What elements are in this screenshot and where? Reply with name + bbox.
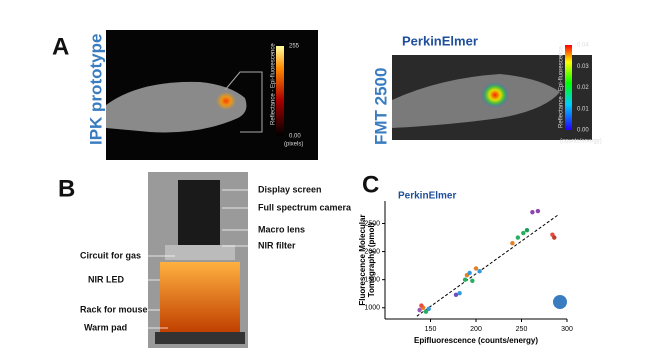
trendline bbox=[416, 214, 559, 317]
x-tick-label: 250 bbox=[516, 326, 528, 333]
annotation: Macro lens bbox=[258, 224, 305, 234]
colorbar-label: 0.01 bbox=[577, 106, 589, 112]
point bbox=[530, 210, 535, 215]
point bbox=[457, 290, 462, 296]
annotation: NIR filter bbox=[258, 240, 296, 250]
y-axis-label: Fluorescence Molecular bbox=[358, 214, 367, 305]
colorbar-label: 0.00 bbox=[289, 134, 301, 140]
y-tick-label: 1500 bbox=[364, 277, 380, 284]
panel-title: IPK prototype bbox=[86, 34, 105, 145]
y-tick-label: 1000 bbox=[364, 305, 380, 312]
colorbar-unit: (counts/energy) bbox=[560, 139, 602, 145]
logo: PerkinElmer bbox=[398, 191, 456, 202]
outline bbox=[224, 71, 263, 133]
annotation: NIR LED bbox=[88, 274, 125, 284]
y-tick-label: 2500 bbox=[364, 220, 380, 227]
logo: PerkinElmer bbox=[402, 33, 478, 48]
x-tick-label: 150 bbox=[425, 326, 437, 333]
panel-label: C bbox=[362, 171, 379, 198]
y-tick-label: 2000 bbox=[364, 248, 380, 255]
panel-label: A bbox=[52, 33, 69, 60]
signal bbox=[216, 92, 236, 110]
logo bbox=[553, 295, 567, 309]
point bbox=[419, 303, 424, 308]
annotation: Display screen bbox=[258, 184, 322, 194]
point bbox=[524, 228, 530, 233]
point bbox=[477, 269, 482, 274]
colorbar-label: 255 bbox=[289, 44, 300, 50]
plate bbox=[165, 245, 235, 260]
point bbox=[473, 266, 479, 271]
base bbox=[155, 332, 245, 344]
colorbar-label: 0.04 bbox=[577, 43, 589, 49]
colorbar-label: 0.00 bbox=[577, 128, 589, 134]
point bbox=[535, 208, 541, 214]
annotation: Full spectrum camera bbox=[258, 202, 352, 212]
camera bbox=[178, 180, 220, 250]
x-axis-label: Epifluorescence (counts/energy) bbox=[414, 336, 538, 345]
colorbar-label: 0.03 bbox=[577, 64, 589, 70]
panel-title: FMT 2500 bbox=[371, 68, 390, 145]
point bbox=[510, 240, 515, 246]
point bbox=[470, 278, 475, 283]
annotation: Rack for mouse bbox=[80, 304, 148, 314]
colorbar-label: 0.02 bbox=[577, 85, 589, 91]
y-axis-label: Tomography (pmol) bbox=[367, 222, 376, 297]
mouse bbox=[106, 81, 247, 133]
panel-label: B bbox=[58, 175, 75, 202]
point bbox=[552, 235, 557, 240]
annotation: Warm pad bbox=[84, 322, 127, 332]
point bbox=[521, 230, 526, 236]
point bbox=[467, 270, 472, 276]
x-tick-label: 200 bbox=[470, 326, 482, 333]
annotation: Circuit for gas bbox=[80, 250, 141, 260]
point bbox=[423, 309, 429, 314]
chamber bbox=[160, 262, 240, 332]
colorbar bbox=[276, 46, 284, 136]
point bbox=[515, 235, 521, 240]
x-tick-label: 300 bbox=[561, 326, 573, 333]
colorbar bbox=[565, 45, 572, 130]
colorbar-title: Reflectance - Epi-fluorescence bbox=[559, 46, 565, 128]
point bbox=[453, 292, 459, 298]
colorbar-title: Reflectance - Epi-fluorescence bbox=[271, 43, 277, 125]
colorbar-unit: (pixels) bbox=[284, 142, 303, 148]
signal bbox=[481, 82, 509, 108]
point bbox=[426, 306, 431, 312]
point bbox=[417, 307, 422, 313]
mouse bbox=[392, 74, 560, 128]
point bbox=[462, 277, 468, 282]
